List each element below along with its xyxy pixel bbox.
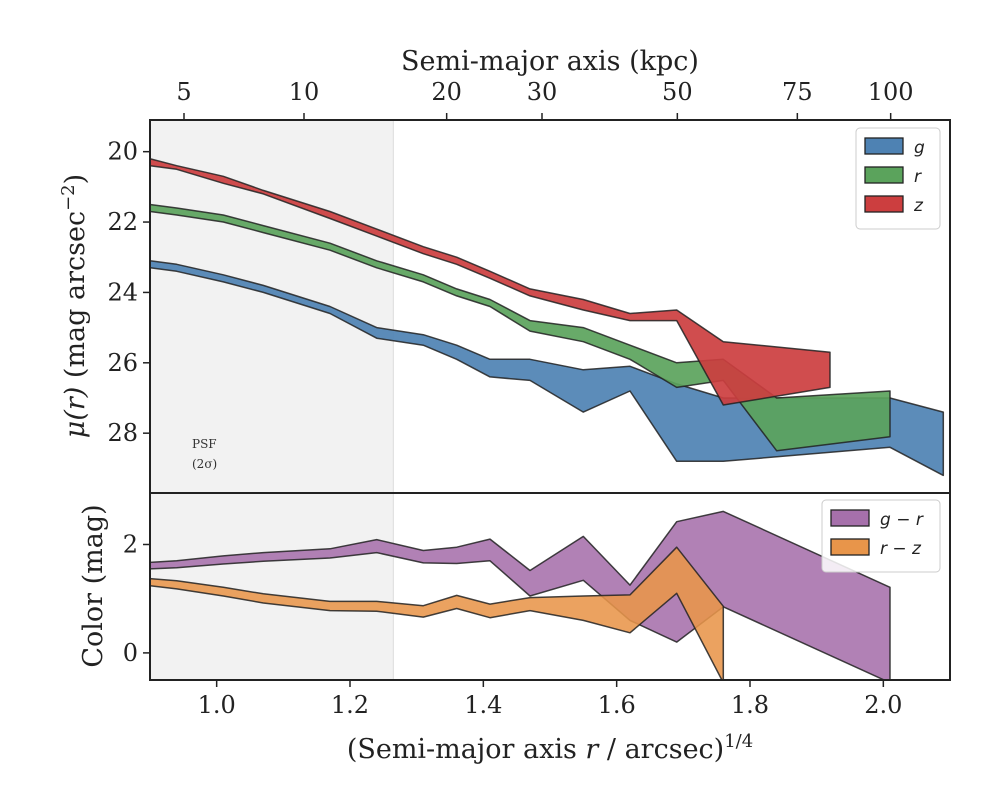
r-z-legend-label: r − z bbox=[880, 539, 922, 559]
ylabel-main: (mag arcsec bbox=[60, 211, 91, 387]
kpc-tick-label: 10 bbox=[289, 78, 320, 106]
r14-x-tick-label: 2.0 bbox=[864, 691, 902, 719]
surface-brightness-y-tick-label: 24 bbox=[107, 278, 138, 306]
bottom-axis-title: (Semi-major axis r / arcsec)1/4 bbox=[347, 731, 753, 765]
kpc-tick-label: 100 bbox=[868, 78, 914, 106]
kpc-tick-label: 50 bbox=[662, 78, 693, 106]
r-legend-swatch bbox=[864, 166, 904, 184]
psf-sigma-label: (2σ) bbox=[192, 457, 217, 471]
bottom-panel-frame bbox=[149, 492, 951, 681]
surface-brightness-bands bbox=[150, 157, 945, 477]
surface-brightness-y-tick-label: 28 bbox=[107, 419, 138, 447]
r-z-legend-swatch bbox=[830, 538, 870, 556]
r14-x-tick-label: 1.8 bbox=[731, 691, 769, 719]
color-bands bbox=[150, 510, 891, 680]
color-axis-title: Color (mag) bbox=[78, 504, 109, 667]
surface-brightness-panel: PSF (2σ) 20 22 24 26 28 5 10 20 30 50 75 100 grz bbox=[107, 78, 951, 494]
r-z-band bbox=[150, 546, 725, 680]
color-panel: 02 1.0 1.2 1.4 1.6 1.8 2.0 g − rr − z bbox=[123, 492, 951, 719]
g-r-legend-swatch bbox=[830, 509, 870, 527]
r14-x-tick-label: 1.4 bbox=[464, 691, 502, 719]
color-legend: g − r r − z bbox=[821, 499, 941, 573]
r14-x-ticks: 1.0 1.2 1.4 1.6 1.8 2.0 bbox=[198, 680, 902, 719]
ylabel-superscript: −2 bbox=[58, 184, 79, 211]
kpc-tick-label: 20 bbox=[431, 78, 462, 106]
g-legend-swatch bbox=[864, 137, 904, 155]
surface-brightness-axis-title: μ(r) (mag arcsec−2) bbox=[58, 174, 91, 438]
color-y-tick-label: 0 bbox=[123, 639, 138, 667]
surface-brightness-y-ticks: 20 22 24 26 28 bbox=[107, 138, 150, 447]
band-legend: grz bbox=[855, 127, 941, 230]
z-legend-label: z bbox=[913, 196, 924, 216]
ylabel-close: ) bbox=[60, 174, 91, 185]
color-y-tick-label: 2 bbox=[123, 530, 138, 558]
mu-r-symbol: μ(r) bbox=[60, 387, 91, 439]
r-band bbox=[150, 203, 891, 452]
g-band bbox=[150, 260, 945, 477]
g-r-band bbox=[150, 510, 891, 680]
r14-x-tick-label: 1.6 bbox=[598, 691, 636, 719]
kpc-top-axis-ticks: 5 10 20 30 50 75 100 bbox=[176, 78, 914, 120]
surface-brightness-y-tick-label: 22 bbox=[107, 208, 138, 236]
kpc-tick-label: 75 bbox=[782, 78, 813, 106]
kpc-tick-label: 5 bbox=[176, 78, 191, 106]
psf-label: PSF bbox=[192, 437, 217, 451]
surface-brightness-y-tick-label: 20 bbox=[107, 138, 138, 166]
psf-shaded-region-top bbox=[150, 120, 394, 493]
color-y-ticks: 02 bbox=[123, 530, 150, 667]
kpc-tick-label: 30 bbox=[527, 78, 558, 106]
g-legend-label: g bbox=[914, 138, 925, 158]
z-band bbox=[150, 157, 831, 406]
r-legend-label: r bbox=[914, 167, 922, 187]
r14-x-tick-label: 1.0 bbox=[198, 691, 236, 719]
r14-x-tick-label: 1.2 bbox=[331, 691, 369, 719]
g-r-legend-label: g − r bbox=[880, 510, 924, 530]
surface-brightness-y-tick-label: 26 bbox=[107, 349, 138, 377]
top-axis-title: Semi-major axis (kpc) bbox=[401, 46, 699, 77]
z-legend-swatch bbox=[864, 195, 904, 213]
